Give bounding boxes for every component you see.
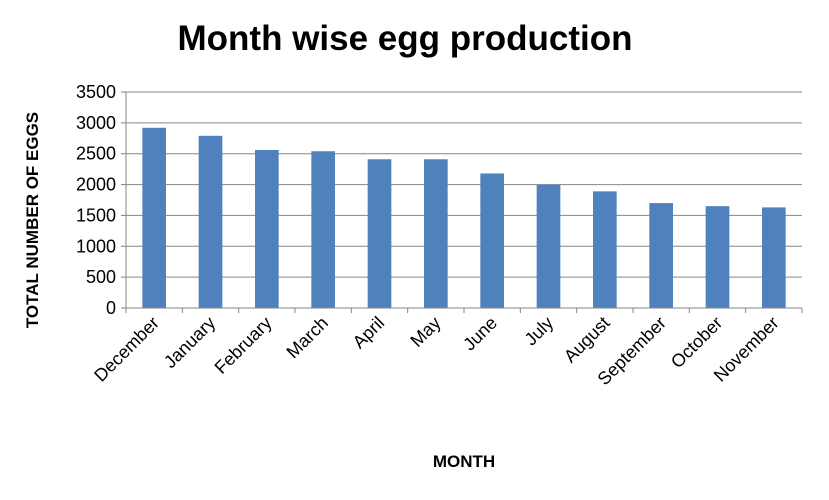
x-tick-label: December <box>90 313 163 386</box>
chart-title: Month wise egg production <box>178 19 633 58</box>
bar-february <box>255 150 279 308</box>
y-tick-label: 2500 <box>76 144 116 164</box>
y-tick-label: 3000 <box>76 113 116 133</box>
y-tick-label: 2000 <box>76 175 116 195</box>
bar-october <box>705 206 730 308</box>
bars <box>142 127 786 309</box>
bar-april <box>367 159 392 308</box>
y-tick-label: 1000 <box>76 236 116 256</box>
gridlines <box>126 91 802 278</box>
bar-august <box>593 191 617 308</box>
bar-may <box>424 159 448 308</box>
y-tick-label: 1500 <box>76 205 116 225</box>
y-axis-label: TOTAL NUMBER OF EGGS <box>23 112 42 328</box>
x-tick-label: March <box>282 313 332 363</box>
bar-december <box>142 127 166 309</box>
bar-march <box>311 151 335 308</box>
y-tick-label: 3500 <box>76 82 116 102</box>
bar-september <box>649 203 673 308</box>
bar-november <box>762 207 786 308</box>
x-tick-label: July <box>521 313 558 350</box>
x-tick-label: February <box>211 313 276 378</box>
x-axis-label: MONTH <box>433 452 495 471</box>
x-tick-label: May <box>406 313 444 351</box>
bar-june <box>480 173 504 308</box>
x-tick-label: August <box>560 313 614 367</box>
y-tick-label: 500 <box>86 267 116 287</box>
y-tick-label: 0 <box>106 298 116 318</box>
bar-january <box>198 135 223 308</box>
axes <box>121 91 803 313</box>
y-tick-labels: 0 500 1000 1500 2000 2500 3000 3500 <box>76 82 116 318</box>
x-tick-label: April <box>349 313 389 353</box>
x-tick-label: June <box>459 313 501 355</box>
bar-july <box>536 184 561 308</box>
